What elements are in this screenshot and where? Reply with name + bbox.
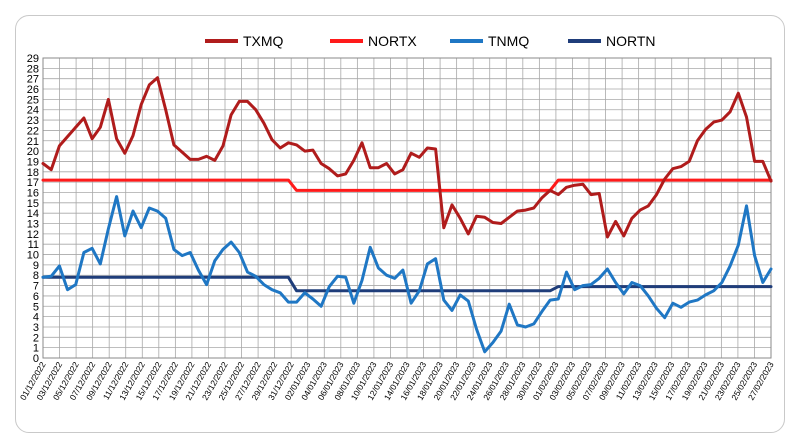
y-tick-label: 4	[33, 312, 39, 324]
y-tick-label: 8	[33, 270, 39, 282]
y-tick-label: 23	[27, 115, 39, 127]
y-axis: 0123456789101112131415161718192021222324…	[27, 53, 39, 365]
y-tick-label: 27	[27, 74, 39, 86]
y-tick-label: 17	[27, 177, 39, 189]
series-lines	[41, 76, 773, 354]
y-tick-label: 22	[27, 125, 39, 137]
y-tick-label: 10	[27, 250, 39, 262]
x-axis: 01/12/202203/12/202205/12/202207/12/2022…	[18, 360, 776, 402]
y-tick-label: 20	[27, 146, 39, 158]
y-tick-label: 0	[33, 353, 39, 365]
plot-border	[42, 57, 772, 359]
y-tick-label: 3	[33, 322, 39, 334]
y-tick-label: 6	[33, 291, 39, 303]
grid	[42, 57, 772, 359]
y-tick-label: 19	[27, 156, 39, 168]
series-line-nortx	[41, 178, 773, 192]
y-tick-label: 13	[27, 219, 39, 231]
legend-label-nortx: NORTX	[368, 33, 417, 49]
y-tick-label: 29	[27, 53, 39, 65]
y-tick-label: 2	[33, 332, 39, 344]
y-tick-label: 9	[33, 260, 39, 272]
y-tick-label: 16	[27, 187, 39, 199]
legend: TXMQ NORTX TNMQ NORTN	[205, 33, 656, 49]
y-tick-label: 12	[27, 229, 39, 241]
y-tick-label: 11	[28, 239, 39, 251]
y-tick-label: 5	[33, 301, 39, 313]
series-line-txmq	[41, 76, 773, 239]
y-tick-label: 15	[27, 198, 39, 210]
y-tick-label: 28	[27, 63, 39, 75]
legend-label-nortn: NORTN	[606, 33, 656, 49]
y-tick-label: 26	[27, 84, 39, 96]
y-tick-label: 21	[27, 136, 39, 148]
y-tick-label: 24	[27, 105, 39, 117]
legend-label-txmq: TXMQ	[243, 33, 284, 49]
series-line-tnmq	[41, 195, 773, 354]
y-tick-label: 25	[27, 94, 39, 106]
legend-label-tnmq: TNMQ	[488, 33, 529, 49]
y-tick-label: 14	[27, 208, 39, 220]
y-tick-label: 18	[27, 167, 39, 179]
y-tick-label: 1	[33, 343, 39, 355]
y-tick-label: 7	[33, 281, 39, 293]
